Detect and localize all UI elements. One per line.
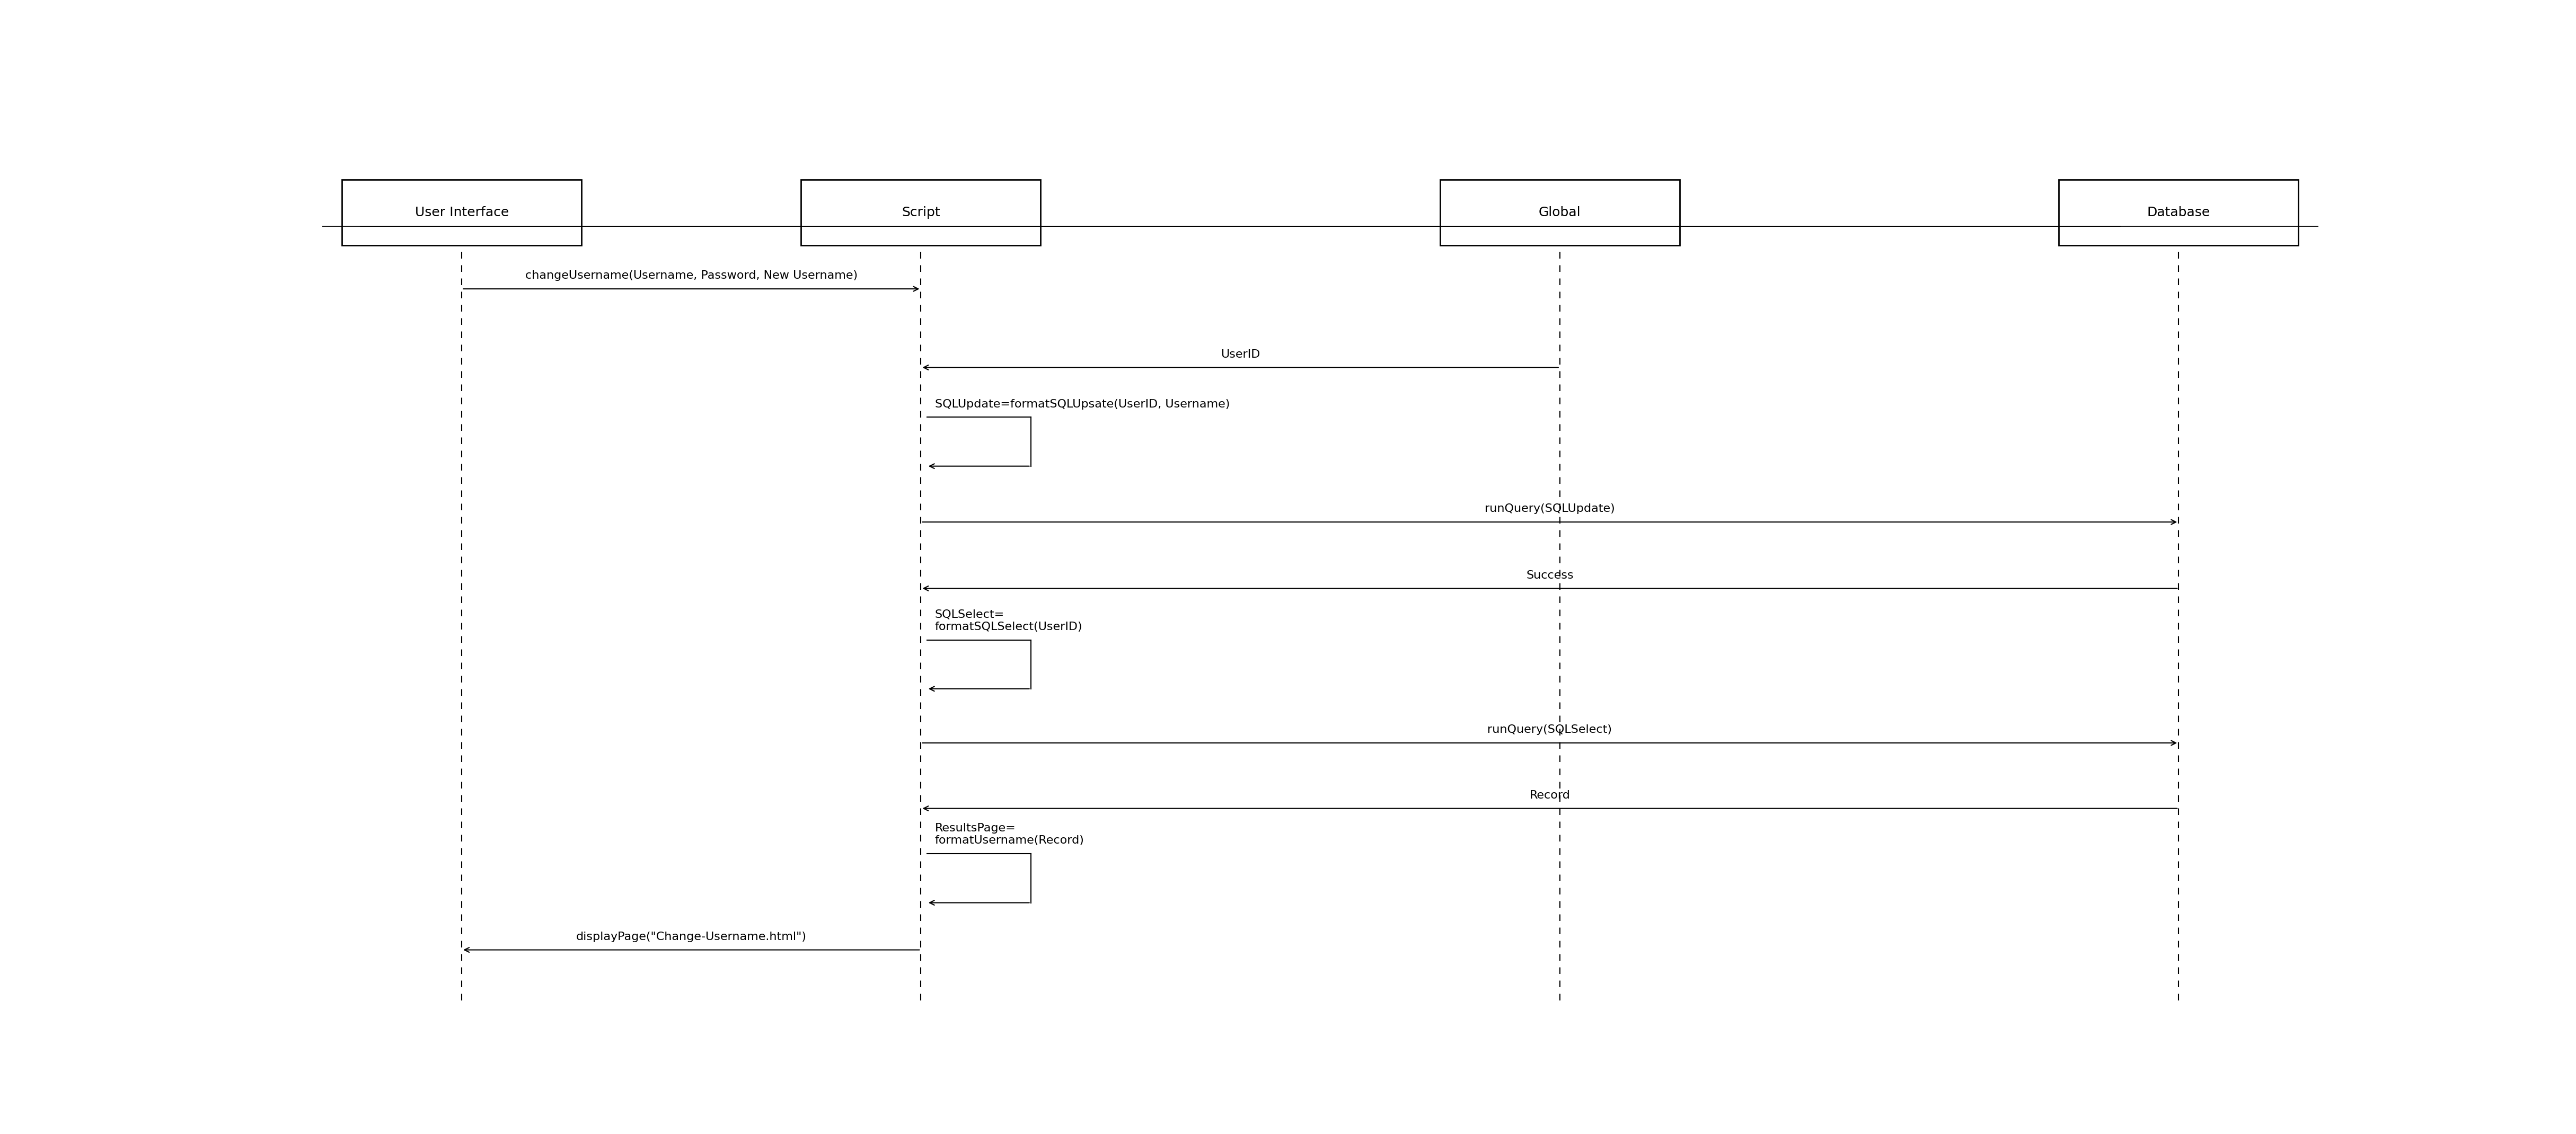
Bar	[343, 179, 582, 245]
Text: Global: Global	[1538, 206, 1582, 219]
Text: Record: Record	[1530, 790, 1571, 801]
Text: Success: Success	[1525, 570, 1574, 581]
Text: SQLSelect=
formatSQLSelect(UserID): SQLSelect= formatSQLSelect(UserID)	[935, 609, 1082, 632]
Bar	[1440, 179, 1680, 245]
Text: runQuery(SQLUpdate): runQuery(SQLUpdate)	[1484, 503, 1615, 514]
Text: Database: Database	[2146, 206, 2210, 219]
Bar	[801, 179, 1041, 245]
Text: SQLUpdate=formatSQLUpsate(UserID, Username): SQLUpdate=formatSQLUpsate(UserID, Userna…	[935, 399, 1229, 409]
Text: runQuery(SQLSelect): runQuery(SQLSelect)	[1486, 725, 1613, 735]
Text: Script: Script	[902, 206, 940, 219]
Text: changeUsername(Username, Password, New Username): changeUsername(Username, Password, New U…	[526, 270, 858, 281]
Text: UserID: UserID	[1221, 349, 1260, 359]
Text: displayPage("Change-Username.html"): displayPage("Change-Username.html")	[577, 931, 806, 942]
Text: ResultsPage=
formatUsername(Record): ResultsPage= formatUsername(Record)	[935, 823, 1084, 846]
Bar	[2058, 179, 2298, 245]
Text: User Interface: User Interface	[415, 206, 507, 219]
